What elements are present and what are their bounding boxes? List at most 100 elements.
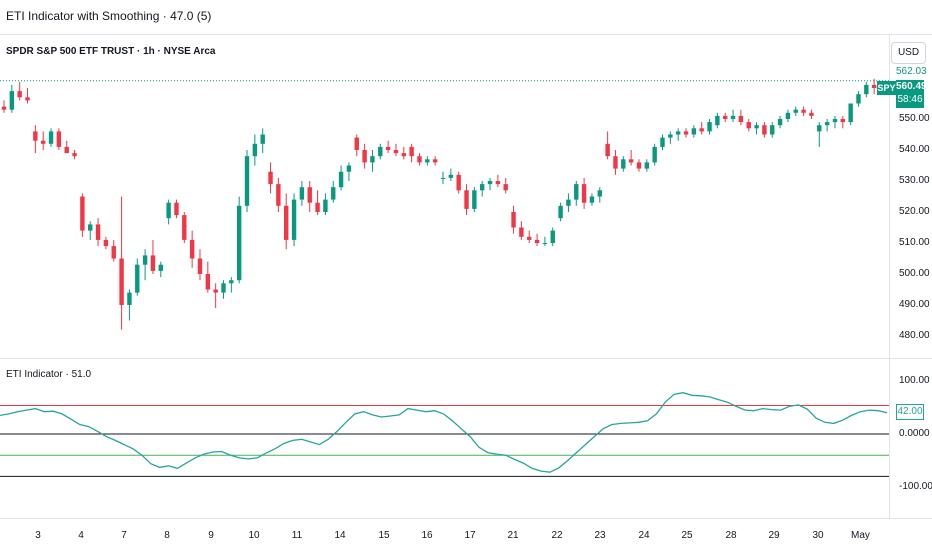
candle-body: [503, 184, 508, 191]
prev-close-tag: 562.03: [896, 66, 927, 78]
candle-body: [166, 202, 171, 219]
candle-body: [213, 289, 218, 293]
candle-body: [401, 153, 407, 157]
candle-body: [150, 255, 156, 271]
candle-body: [142, 255, 148, 265]
price-tick-label: 550.00: [899, 113, 930, 124]
time-tick-label: 3: [35, 530, 41, 541]
candle-body: [260, 134, 265, 144]
pane-divider[interactable]: [0, 358, 932, 359]
candle-body: [299, 187, 305, 200]
candle-body: [691, 128, 697, 135]
candle-body: [346, 165, 352, 172]
time-tick-label: 22: [551, 530, 563, 541]
candle-body: [291, 199, 297, 240]
candle-body: [534, 239, 540, 243]
candle-body: [80, 196, 85, 231]
time-tick-label: 10: [248, 530, 260, 541]
currency-button[interactable]: USD: [891, 42, 926, 64]
candle-body: [393, 150, 399, 154]
candle-body: [189, 239, 195, 259]
indicator-tick-label: 0.0000: [899, 428, 930, 439]
candle-body: [456, 174, 461, 191]
candle-body: [17, 91, 22, 98]
candle-body: [824, 122, 830, 126]
candle-body: [205, 274, 211, 290]
time-tick-label: 17: [464, 530, 476, 541]
candle-body: [652, 146, 657, 163]
candle-body: [832, 119, 838, 123]
candle-body: [511, 212, 516, 228]
candle-body: [848, 103, 853, 123]
candle-body: [715, 115, 720, 126]
candle-body: [362, 150, 367, 163]
candle-body: [566, 199, 571, 206]
candle-body: [174, 202, 179, 216]
last-price-tag: 560.49 58:46: [896, 80, 927, 108]
candle-body: [730, 115, 736, 119]
candle-body: [158, 264, 163, 271]
candle-body: [675, 131, 681, 135]
candle-body: [644, 162, 650, 169]
time-tick-label: 24: [638, 530, 650, 541]
candle-body: [660, 137, 665, 147]
top-bar: ETI Indicator with Smoothing · 47.0 (5): [0, 0, 932, 35]
time-tick-label: 11: [291, 530, 303, 541]
candle-body: [762, 125, 767, 135]
last-price: 560.49: [896, 81, 927, 92]
candle-body: [723, 115, 728, 119]
candle-body: [558, 205, 563, 219]
candle-body: [385, 146, 391, 150]
symbol-label[interactable]: SPDR S&P 500 ETF TRUST · 1h · NYSE Arca: [6, 46, 216, 57]
candle-body: [542, 243, 548, 244]
countdown: 58:46: [897, 94, 923, 105]
candle-body: [284, 205, 289, 240]
price-axis-divider: [889, 34, 890, 518]
candle-body: [40, 140, 46, 144]
candle-body: [738, 115, 744, 123]
candle-body: [605, 143, 610, 157]
time-tick-label: 15: [378, 530, 390, 541]
time-tick-label: 7: [121, 530, 127, 541]
candle-body: [417, 156, 422, 163]
candle-body: [103, 239, 109, 247]
candle-body: [856, 94, 861, 104]
candle-body: [636, 162, 642, 169]
candle-body: [495, 181, 501, 185]
candle-body: [464, 190, 469, 209]
candle-body: [527, 236, 532, 240]
candle-body: [440, 177, 446, 179]
candle-body: [668, 134, 673, 138]
candle-body: [519, 227, 524, 237]
price-tick-label: 530.00: [899, 175, 930, 186]
indicator-tick-label: -100.00: [899, 481, 932, 492]
candle-body: [307, 187, 312, 203]
candle-body: [550, 230, 555, 243]
time-tick-label: 25: [681, 530, 693, 541]
candle-body: [323, 199, 328, 212]
price-tick-label: 520.00: [899, 206, 930, 217]
candle-body: [276, 184, 281, 206]
window-title: ETI Indicator with Smoothing · 47.0 (5): [6, 9, 212, 23]
indicator-tick-label: 100.00: [899, 375, 930, 386]
candle-body: [479, 184, 485, 191]
candle-body: [409, 146, 414, 157]
candle-body: [683, 131, 689, 135]
price-tick-label: 540.00: [899, 144, 930, 155]
candle-body: [432, 159, 438, 163]
candle-body: [581, 184, 587, 203]
candle-body: [589, 196, 595, 203]
candle-body: [699, 128, 704, 132]
candle-body: [864, 84, 869, 95]
price-tick-label: 490.00: [899, 299, 930, 310]
candle-body: [268, 171, 273, 185]
candle-body: [33, 131, 38, 141]
indicator-title[interactable]: ETI Indicator · 51.0: [6, 369, 92, 380]
candle-body: [72, 153, 77, 157]
candle-body: [770, 125, 775, 135]
time-tick-label: 4: [78, 530, 84, 541]
candle-body: [621, 159, 626, 169]
candle-body: [378, 146, 383, 157]
candle-body: [613, 156, 618, 169]
